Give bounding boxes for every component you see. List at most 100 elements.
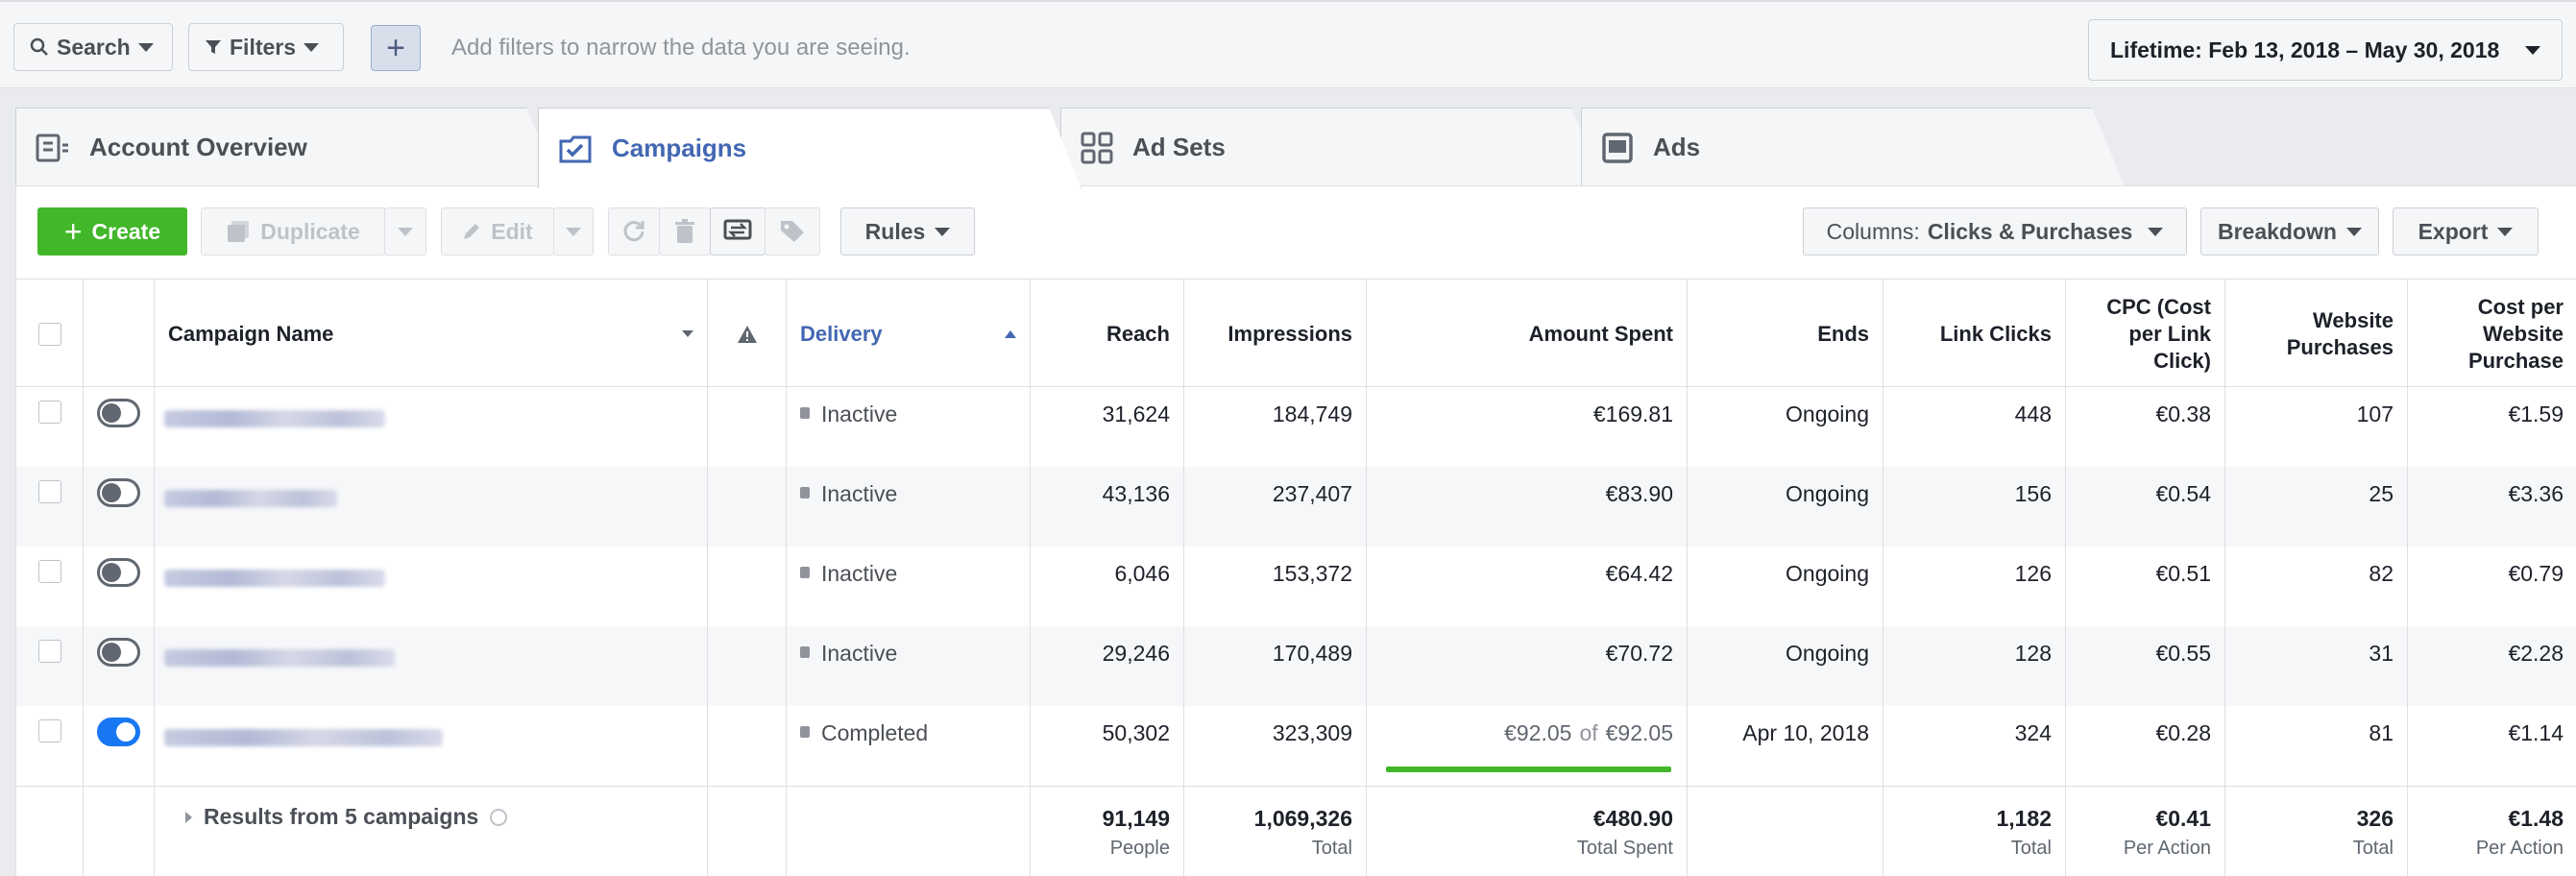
summary-cpc: €0.41 Per Action (2066, 787, 2225, 876)
delete-button[interactable] (659, 207, 711, 256)
tab-label: Account Overview (89, 133, 307, 161)
edit-menu-button[interactable] (553, 207, 594, 256)
column-header-link-clicks[interactable]: Link Clicks (1883, 280, 2066, 388)
campaign-name-redacted[interactable] (164, 729, 443, 746)
cell-cpc: €0.54 (2066, 467, 2225, 547)
tab-campaigns[interactable]: Campaigns (538, 108, 1081, 188)
table-row[interactable]: Inactive 29,246 170,489 €70.72 Ongoing 128 €0.… (16, 626, 2576, 706)
cell-cpc: €0.28 (2066, 706, 2225, 786)
campaign-name-cell[interactable] (155, 706, 708, 786)
campaign-name-cell[interactable] (155, 467, 708, 547)
create-button[interactable]: + Create (37, 207, 187, 256)
row-warning-cell (708, 387, 787, 467)
table-row[interactable]: Inactive 31,624 184,749 €169.81 Ongoing 448 €0… (16, 387, 2576, 467)
campaign-name-cell[interactable] (155, 547, 708, 626)
budget-progress-bar (1386, 766, 1671, 772)
column-header-warnings[interactable] (708, 280, 787, 388)
column-header-impressions[interactable]: Impressions (1184, 280, 1367, 388)
table-row[interactable]: Completed 50,302 323,309 €92.05 of €92.05 … (16, 706, 2576, 786)
summary-value: 91,149 (1102, 806, 1170, 831)
row-warning-cell (708, 626, 787, 706)
filter-input[interactable]: Add filters to narrow the data you are s… (451, 35, 911, 61)
row-checkbox[interactable] (37, 719, 61, 742)
row-checkbox-cell (16, 387, 84, 467)
column-header-reach[interactable]: Reach (1031, 280, 1184, 388)
select-all-checkbox[interactable] (37, 322, 61, 346)
tab-ad-sets[interactable]: Ad Sets (1060, 108, 1604, 186)
chevron-down-icon (2525, 45, 2540, 55)
sort-chevron-icon[interactable] (682, 330, 693, 337)
chevron-down-icon (2497, 227, 2514, 236)
refresh-button[interactable] (608, 207, 660, 256)
date-range-picker[interactable]: Lifetime: Feb 13, 2018 – May 30, 2018 (2088, 19, 2563, 81)
campaign-name-redacted[interactable] (164, 649, 395, 667)
summary-value: 1,069,326 (1253, 806, 1352, 831)
tab-ads[interactable]: Ads (1581, 108, 2125, 186)
cell-cpc: €0.55 (2066, 626, 2225, 706)
cell-clicks: 324 (1883, 706, 2066, 786)
table-header: Campaign Name Delivery Reach Impressions… (16, 279, 2576, 388)
campaign-status-toggle[interactable] (97, 399, 140, 427)
rules-button[interactable]: Rules (840, 207, 975, 256)
campaign-status-toggle[interactable] (97, 478, 140, 507)
campaign-name-cell[interactable] (155, 626, 708, 706)
column-header-website-purchases[interactable]: Website Purchases (2225, 280, 2408, 388)
summary-expander[interactable]: Results from 5 campaigns (168, 804, 508, 830)
summary-website-purchases: 326 Total (2225, 787, 2408, 876)
export-button[interactable]: Export (2393, 207, 2539, 256)
cell-ends: Ongoing (1688, 626, 1883, 706)
cell-ends: Ongoing (1688, 467, 1883, 547)
campaign-status-toggle[interactable] (97, 638, 140, 667)
row-checkbox[interactable] (37, 401, 61, 424)
filters-button[interactable]: Filters (188, 23, 344, 71)
table-row[interactable]: Inactive 6,046 153,372 €64.42 Ongoing 126 €0.5… (16, 547, 2576, 626)
tab-account-overview[interactable]: Account Overview (15, 108, 559, 186)
tag-button[interactable] (765, 207, 820, 256)
tag-icon (781, 221, 804, 242)
add-filter-button[interactable]: + (371, 25, 421, 71)
campaigns-panel: + Create Duplicate Edit Rules (15, 185, 2576, 876)
toolbar: + Create Duplicate Edit Rules (16, 186, 2576, 279)
ab-test-button[interactable] (710, 207, 766, 256)
edit-button[interactable]: Edit (441, 207, 554, 256)
summary-value: 1,182 (1996, 806, 2052, 831)
info-icon[interactable] (490, 808, 508, 826)
breakdown-button[interactable]: Breakdown (2200, 207, 2379, 256)
row-warning-cell (708, 706, 787, 786)
duplicate-button[interactable]: Duplicate (201, 207, 385, 256)
cell-impressions: 170,489 (1184, 626, 1367, 706)
row-warning-cell (708, 547, 787, 626)
chevron-down-icon (935, 227, 951, 236)
campaign-name-redacted[interactable] (164, 410, 385, 427)
campaign-name-redacted[interactable] (164, 570, 385, 587)
column-header-cost-per-purchase[interactable]: Cost per Website Purchase (2467, 294, 2564, 373)
chevron-down-icon (137, 42, 154, 52)
column-header-amount-spent[interactable]: Amount Spent (1367, 280, 1688, 388)
search-button[interactable]: Search (13, 23, 173, 71)
row-checkbox[interactable] (37, 560, 61, 583)
column-header-name[interactable]: Campaign Name (155, 280, 708, 388)
column-header-delivery[interactable]: Delivery (787, 280, 1031, 388)
breakdown-label: Breakdown (2218, 218, 2337, 244)
campaign-name-redacted[interactable] (164, 490, 337, 507)
plus-icon: + (63, 214, 83, 249)
row-checkbox[interactable] (37, 640, 61, 663)
cell-amount: €83.90 (1367, 467, 1688, 547)
funnel-icon (206, 40, 221, 54)
warning-icon (737, 325, 757, 343)
table-row[interactable]: Inactive 43,136 237,407 €83.90 Ongoing 156 €0.… (16, 467, 2576, 547)
row-checkbox[interactable] (37, 480, 61, 503)
campaign-name-cell[interactable] (155, 387, 708, 467)
duplicate-menu-button[interactable] (384, 207, 426, 256)
cell-reach: 6,046 (1031, 547, 1184, 626)
summary-value: €1.48 (2508, 806, 2564, 831)
column-header-ends[interactable]: Ends (1688, 280, 1883, 388)
columns-button[interactable]: Columns: Clicks & Purchases (1803, 207, 2187, 256)
row-toggle-cell (84, 387, 155, 467)
summary-link-clicks: 1,182 Total (1883, 787, 2066, 876)
campaign-status-toggle[interactable] (97, 718, 140, 746)
cell-ends: Ongoing (1688, 387, 1883, 467)
chevron-down-icon (566, 227, 581, 236)
campaign-status-toggle[interactable] (97, 558, 140, 587)
column-header-cpc[interactable]: CPC (Cost per Link Click) (2066, 280, 2225, 388)
